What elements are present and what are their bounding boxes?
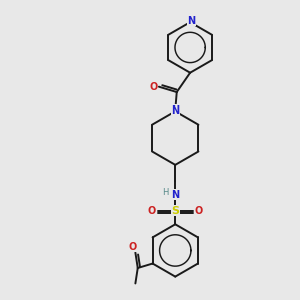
Text: O: O — [194, 206, 202, 216]
Text: H: H — [163, 188, 169, 197]
Text: N: N — [171, 106, 179, 116]
Text: S: S — [171, 206, 179, 216]
Text: O: O — [129, 242, 137, 252]
Text: N: N — [171, 190, 179, 200]
Text: O: O — [149, 82, 158, 92]
Text: N: N — [188, 16, 196, 26]
Text: O: O — [148, 206, 156, 216]
Text: N: N — [171, 105, 179, 115]
